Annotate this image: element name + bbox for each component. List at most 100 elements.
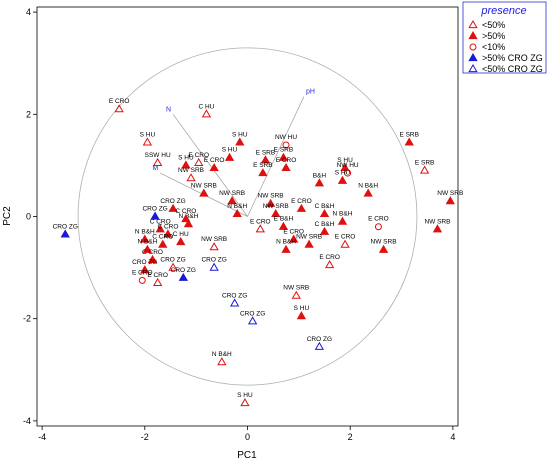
data-point (324, 260, 335, 269)
data-point (232, 208, 242, 218)
data-point (378, 244, 389, 253)
data-point (314, 341, 325, 350)
y-tick-label: -4 (23, 416, 31, 426)
legend-label: >50% CRO ZG (482, 53, 543, 63)
legend-label: <10% (482, 42, 505, 52)
point-label: S HU (140, 131, 156, 138)
data-point (260, 155, 271, 164)
point-label: NW SRB (283, 285, 309, 292)
data-point (289, 234, 299, 243)
point-label: CRO ZG (53, 223, 78, 230)
data-point (374, 223, 382, 231)
point-label: S HU (294, 305, 310, 312)
point-label: CRO ZG (171, 267, 196, 274)
point-label: E SRB (274, 147, 294, 154)
point-label: CRO ZG (142, 206, 167, 213)
point-label: S HU (335, 170, 351, 177)
point-label: CRO ZG (201, 257, 226, 264)
vector-label: M (152, 165, 158, 172)
point-label: NW SRB (424, 218, 450, 225)
data-point (168, 262, 178, 271)
point-label: NW SRB (201, 236, 227, 243)
data-point (140, 265, 150, 274)
y-tick-label: 0 (26, 212, 31, 222)
data-point (199, 188, 209, 197)
point-label: S HU (232, 131, 248, 138)
legend-title: presence (480, 5, 526, 17)
point-label: S HU (178, 154, 194, 161)
point-label: NW SRB (219, 190, 245, 197)
y-axis-title: PC2 (2, 206, 13, 226)
data-point (194, 157, 204, 166)
point-label: NW HU (337, 162, 359, 169)
point-label: E CRO (147, 272, 168, 279)
data-point (314, 178, 325, 187)
point-label: S HU (237, 392, 253, 399)
data-point (258, 168, 268, 177)
data-point (201, 109, 212, 118)
point-label: N B&H (137, 239, 157, 246)
y-tick-label: 2 (26, 109, 31, 119)
data-point (152, 157, 163, 166)
legend-marker (468, 30, 478, 40)
data-point (319, 208, 330, 218)
data-point (296, 311, 307, 320)
data-point (155, 224, 165, 233)
data-point (229, 298, 240, 307)
data-point (304, 239, 314, 248)
data-point (340, 162, 350, 172)
data-point (255, 224, 266, 233)
y-tick-label: 4 (26, 7, 31, 17)
point-label: C CRO (142, 249, 163, 256)
data-point (168, 203, 178, 212)
data-point (265, 198, 276, 207)
point-label: E CRO (109, 98, 130, 105)
data-point (176, 237, 186, 246)
data-point (337, 216, 348, 225)
legend-marker (468, 19, 478, 29)
point-label: CRO ZG (160, 198, 185, 205)
data-point (281, 162, 291, 172)
data-point (278, 221, 289, 230)
point-label: S HU (337, 157, 353, 164)
point-label: N B&H (333, 211, 353, 218)
data-point (235, 137, 245, 146)
point-label: E CRO (283, 228, 304, 235)
y-tick-label: -2 (23, 314, 31, 324)
data-point (217, 357, 227, 366)
data-point (150, 211, 160, 220)
point-label: E CRO (276, 157, 297, 164)
point-label: E SRB (253, 162, 273, 169)
point-label: C HU (173, 231, 189, 238)
data-point (296, 203, 307, 212)
point-label: S HU (222, 147, 238, 154)
point-label: E CRO (250, 218, 271, 225)
data-point (291, 290, 301, 299)
point-label: E SRB (399, 131, 419, 138)
point-label: CRO ZG (132, 259, 157, 266)
point-label: C CRO (157, 223, 178, 230)
point-label: C CRO (152, 234, 173, 241)
vector-label: pH (306, 88, 315, 95)
data-point (227, 196, 237, 205)
point-label: CRO ZG (160, 257, 185, 264)
point-label: E CRO (204, 157, 225, 164)
point-label: E B&H (274, 216, 294, 223)
legend-label: <50% CRO ZG (482, 64, 543, 74)
x-tick-label: 4 (450, 432, 455, 442)
point-label: NW SRB (371, 239, 397, 246)
vector-ph (247, 96, 305, 217)
point-label: N B&H (179, 213, 199, 220)
data-point (152, 277, 163, 287)
data-point (138, 276, 146, 284)
data-point (340, 239, 350, 248)
point-label: N B&H (358, 183, 378, 190)
point-label: E SRB (256, 149, 276, 156)
data-point (319, 226, 330, 235)
data-point (147, 254, 158, 264)
data-point (337, 175, 348, 184)
point-label: C CRO (175, 208, 196, 215)
point-label: NW HU (275, 134, 297, 141)
legend-label: <50% (482, 20, 505, 30)
